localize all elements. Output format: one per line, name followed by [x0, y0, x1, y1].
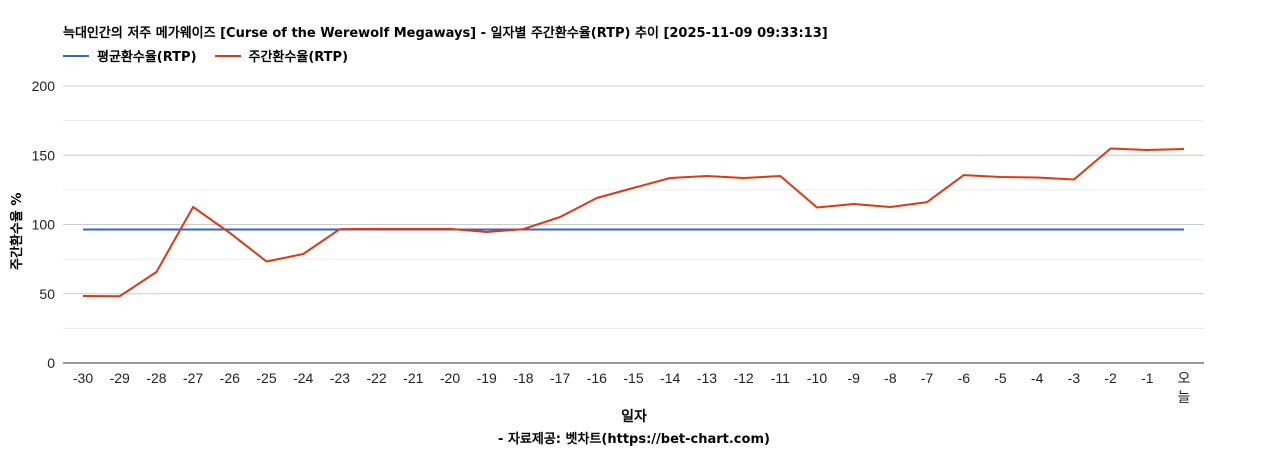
x-tick-label: -21	[403, 370, 423, 386]
legend-item-weekly-rtp[interactable]: 주간환수율(RTP)	[214, 46, 349, 65]
x-tick-label: -11	[771, 370, 790, 386]
y-tick-label: 0	[47, 355, 55, 371]
x-tick-label: -30	[73, 370, 93, 386]
y-tick-label: 100	[32, 217, 56, 233]
x-tick-label: -14	[660, 370, 680, 386]
x-tick-label: -18	[513, 370, 533, 386]
legend-swatch-average	[63, 54, 89, 57]
weekly-rtp-line[interactable]	[82, 147, 1185, 298]
y-axis-label: 주간환수율 %	[10, 192, 25, 270]
x-tick-label: -4	[1031, 370, 1044, 386]
chart-title: 늑대인간의 저주 메가웨이즈 [Curse of the Werewolf Me…	[63, 26, 828, 41]
x-tick-label: -16	[587, 370, 607, 386]
x-axis-label-text: 일자	[621, 409, 647, 425]
x-tick-label: -12	[733, 370, 753, 386]
x-tick-label: -9	[847, 370, 860, 386]
x-tick-label: -19	[477, 370, 497, 386]
data-credit: - 자료제공: 벳차트(https://bet-chart.com)	[498, 432, 770, 447]
legend-label-weekly: 주간환수율(RTP)	[248, 50, 349, 65]
y-tick-label: 200	[32, 78, 56, 94]
x-tick-label: -29	[110, 370, 130, 386]
x-tick-label: -24	[293, 370, 313, 386]
x-tick-label: -5	[994, 370, 1007, 386]
y-tick-label: 150	[32, 147, 56, 163]
x-tick-label: -23	[330, 370, 350, 386]
legend-item-average-rtp[interactable]: 평균환수율(RTP)	[63, 46, 197, 65]
x-axis-label: 일자	[0, 406, 1268, 426]
x-tick-label: -8	[884, 370, 897, 386]
x-tick-label: -10	[807, 370, 827, 386]
x-tick-label: -22	[366, 370, 386, 386]
x-tick-label: -20	[440, 370, 460, 386]
y-tick-label: 50	[39, 286, 55, 302]
x-tick-label: -25	[256, 370, 276, 386]
legend: 평균환수율(RTP) 주간환수율(RTP)	[63, 46, 366, 65]
x-tick-label: -15	[623, 370, 643, 386]
x-tick-label: 오	[1178, 370, 1191, 386]
x-tick-label: -6	[958, 370, 971, 386]
x-tick-label: -1	[1141, 370, 1154, 386]
x-tick-label: -17	[550, 370, 570, 386]
x-tick-label: -13	[697, 370, 717, 386]
x-tick-label: -26	[220, 370, 240, 386]
x-tick-label: -27	[183, 370, 203, 386]
legend-label-average: 평균환수율(RTP)	[97, 50, 197, 65]
legend-swatch-weekly	[214, 54, 241, 57]
x-tick-label: -28	[146, 370, 166, 386]
x-tick-label: 늘	[1178, 389, 1191, 405]
x-tick-label: -7	[921, 370, 934, 386]
x-tick-label: -3	[1068, 370, 1081, 386]
x-tick-label: -2	[1104, 370, 1117, 386]
